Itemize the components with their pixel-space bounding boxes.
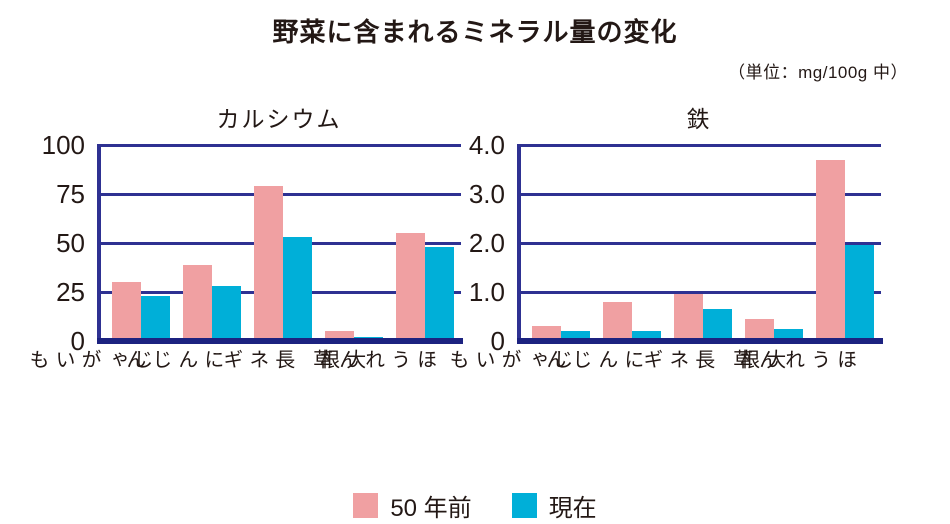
legend-label-present: 現在 (548, 495, 597, 522)
y-tick-label: 0 (70, 326, 85, 356)
bar-50-years-ago (744, 318, 774, 341)
bar-50-years-ago (602, 301, 632, 341)
bar-present (631, 331, 661, 341)
bar-50-years-ago (324, 331, 354, 341)
bar-50-years-ago (112, 282, 141, 341)
x-axis-line (97, 338, 463, 344)
bar-present (424, 246, 454, 341)
legend-item-present: 現在 (511, 488, 597, 523)
bar-50-years-ago (182, 264, 212, 341)
bar-present (773, 328, 803, 341)
calcium-chart-title: カルシウム (216, 106, 342, 132)
bar-50-years-ago (395, 233, 425, 341)
x-category-label: 長ネギ (639, 349, 714, 371)
legend-swatch-50-years-ago (353, 493, 379, 518)
y-tick-label: 75 (56, 179, 85, 209)
legend-item-50-years-ago: 50 年前 (353, 488, 472, 523)
y-tick-label: 25 (56, 277, 85, 307)
legend: 50 年前 現在 (0, 488, 950, 523)
y-tick-label: 3.0 (468, 179, 505, 209)
y-tick-label: 100 (41, 130, 85, 160)
bar-present (211, 286, 241, 341)
x-category-label: にんじん (542, 349, 643, 371)
x-category-label: 長ネギ (219, 349, 294, 371)
x-category-label: ほうれん草 (309, 349, 436, 371)
bar-present (702, 309, 732, 341)
bar-50-years-ago (815, 159, 845, 341)
iron-chart: 鉄 0 1.0 2.0 3.0 4.0 じゃがいも にんじん 長ネギ 大根 ほうれん草 (446, 106, 883, 371)
y-tick-label: 0 (490, 326, 505, 356)
x-category-label: にんじん (122, 349, 223, 371)
gridline (517, 144, 881, 147)
bar-50-years-ago (253, 186, 283, 341)
gridline (517, 193, 881, 196)
x-category-label: 大根 (736, 349, 785, 371)
x-category-label: 大根 (316, 349, 365, 371)
calcium-chart: カルシウム 0 25 50 75 100 じゃがいも にんじん 長ネギ 大根 ほうれん草 (26, 106, 463, 371)
x-category-label: ほうれん草 (729, 349, 856, 371)
x-axis-line (517, 338, 883, 344)
y-tick-label: 2.0 (468, 228, 505, 258)
gridline (517, 291, 881, 294)
bar-present (844, 245, 874, 341)
legend-label-50-years-ago: 50 年前 (390, 495, 472, 522)
x-category-label: じゃがいも (446, 349, 572, 371)
bar-present (282, 237, 312, 341)
gridline (517, 242, 881, 245)
bar-50-years-ago (673, 294, 703, 341)
page-title: 野菜に含まれるミネラル量の変化 (272, 17, 678, 47)
bar-50-years-ago (532, 326, 561, 341)
unit-note: （単位：mg/100g 中） (728, 63, 908, 82)
bar-present (561, 331, 590, 341)
iron-chart-title: 鉄 (686, 106, 712, 132)
y-tick-label: 4.0 (468, 130, 505, 160)
y-tick-label: 50 (56, 228, 85, 258)
x-category-label: じゃがいも (26, 349, 152, 371)
gridline (97, 144, 461, 147)
bar-present (141, 295, 170, 341)
y-tick-label: 1.0 (468, 277, 505, 307)
legend-swatch-present (511, 493, 537, 518)
